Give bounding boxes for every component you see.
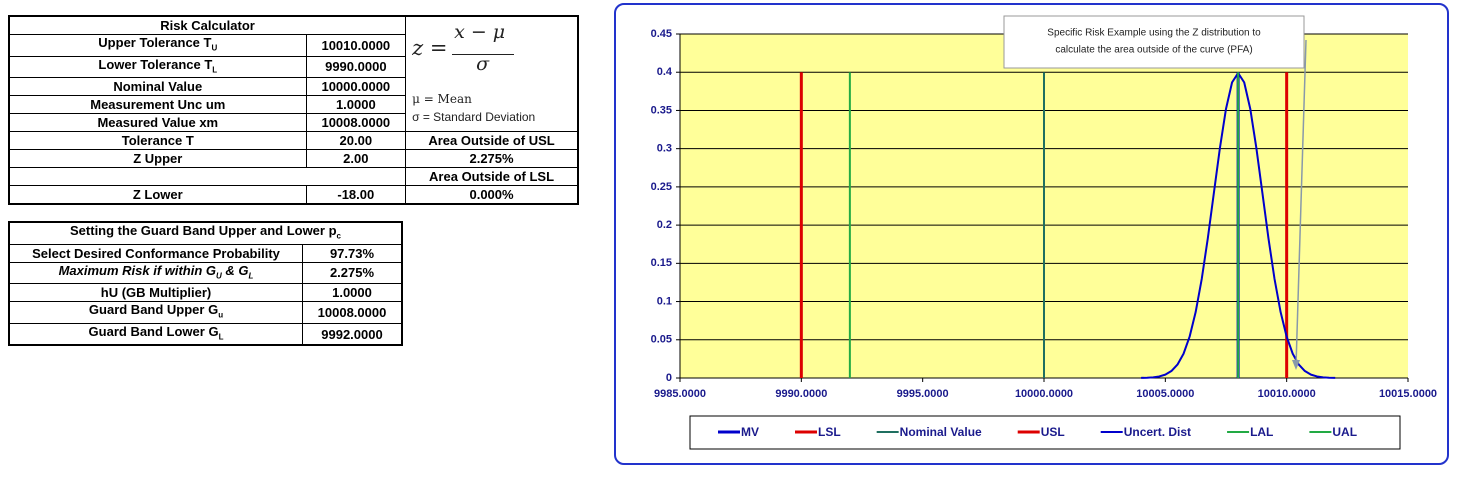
row-label: Measured Value xm (8, 113, 307, 133)
table-title: Setting the Guard Band Upper and Lower p… (8, 221, 403, 245)
label-text: Setting the Guard Band Upper and Lower p (70, 223, 337, 238)
subscript: L (248, 271, 254, 281)
row-label: Guard Band Lower GL (8, 322, 303, 346)
formula-numerator: x − μ (454, 21, 506, 43)
label-text: hU (GB Multiplier) (100, 285, 212, 301)
row: Setting the Guard Band Upper and Lower p… (8, 221, 403, 245)
row: Select Desired Conformance Probability 97… (8, 243, 403, 263)
label-text: Tolerance T (121, 133, 194, 149)
subscript: U (216, 271, 222, 281)
label-text: Guard Band Upper G (88, 302, 219, 318)
row-label: Tolerance T (8, 131, 307, 151)
subscript: L (218, 332, 224, 342)
label-text: Upper Tolerance T (98, 35, 212, 50)
subscript: u (218, 310, 224, 320)
x-tick-label: 10005.0000 (1136, 388, 1194, 400)
label-text: & G (221, 262, 249, 278)
row: Tolerance T 20.00 Area Outside of USL (8, 131, 579, 151)
y-tick-label: 0.2 (657, 219, 672, 231)
row-note: Area Outside of LSL (405, 167, 579, 187)
x-tick-label: 10000.0000 (1015, 388, 1073, 400)
subscript: U (211, 43, 218, 53)
y-tick-label: 0 (666, 372, 672, 384)
label-text: Measured Value xm (97, 115, 219, 131)
y-tick-label: 0.25 (651, 181, 672, 193)
sigma-definition: σ = Standard Deviation (412, 110, 536, 124)
row-note: 0.000% (405, 185, 579, 205)
row: Measured Value xm 10008.0000 (8, 113, 578, 133)
y-tick-label: 0.35 (651, 104, 672, 116)
row-label: Measurement Unc um (8, 95, 307, 115)
row-value: 10008.0000 (305, 113, 407, 133)
subscript: c (336, 231, 341, 241)
row-label: hU (GB Multiplier) (8, 283, 303, 303)
label-text: Maximum Risk if within G (58, 262, 217, 278)
y-tick-label: 0.1 (657, 295, 672, 307)
y-tick-label: 0.45 (651, 28, 672, 40)
row-value: 9992.0000 (302, 322, 403, 346)
legend-label: Uncert. Dist (1124, 425, 1191, 439)
row-value: 1.0000 (302, 283, 403, 303)
row: Lower Tolerance TL 9990.0000 (8, 55, 578, 79)
row-value: 10000.0000 (305, 77, 407, 97)
legend-label: USL (1041, 425, 1065, 439)
y-tick-label: 0.15 (651, 257, 672, 269)
legend-label: LAL (1250, 425, 1273, 439)
legend-label: LSL (818, 425, 841, 439)
annotation-arrow (1295, 39, 1307, 367)
row-value: 9990.0000 (305, 55, 407, 79)
row-value: 2.275% (302, 261, 403, 285)
row-value: 97.73% (302, 243, 403, 263)
annotation-text: Specific Risk Example using the Z distri… (1047, 28, 1261, 39)
fraction-bar (452, 54, 515, 55)
row: Measurement Unc um 1.0000 (8, 95, 578, 115)
row: Upper Tolerance TU 10010.0000 (8, 34, 578, 57)
guard-band-table: Setting the Guard Band Upper and Lower p… (8, 221, 403, 347)
x-tick-label: 10010.0000 (1258, 388, 1316, 400)
legend-label: MV (741, 425, 759, 439)
row: Z Upper 2.00 2.275% (8, 149, 579, 169)
x-tick-label: 9985.0000 (654, 388, 706, 400)
row-value: -18.00 (305, 185, 407, 205)
row: Area Outside of LSL (8, 167, 579, 187)
label-text: Select Desired Conformance Probability (32, 245, 280, 261)
row-label: Z Lower (8, 185, 307, 205)
x-tick-label: 9990.0000 (775, 388, 827, 400)
y-tick-label: 0.3 (657, 143, 672, 155)
row: Guard Band Upper Gu 10008.0000 (8, 301, 403, 324)
label-text: Nominal Value (113, 79, 203, 95)
y-tick-label: 0.05 (651, 334, 672, 346)
y-tick-label: 0.4 (657, 66, 673, 78)
legend-box (689, 415, 1401, 450)
x-tick-label: 9995.0000 (897, 388, 949, 400)
formula-lhs: z = (412, 36, 448, 60)
label-text: Z Upper (133, 151, 183, 167)
annotation-box (1003, 15, 1305, 69)
mu-definition: μ = Mean (412, 92, 472, 106)
row: Z Lower -18.00 0.000% (8, 185, 579, 205)
label-text: Lower Tolerance T (98, 56, 213, 72)
subscript: L (212, 65, 218, 75)
annotation-text: calculate the area outside of the curve … (1055, 45, 1252, 56)
formula-cell: z = x − μ σ μ = Mean σ = Standard Deviation (405, 15, 579, 133)
label-text: Z Lower (132, 187, 183, 203)
arrow-head (1292, 360, 1300, 370)
formula-denominator: σ (476, 53, 490, 75)
row: Nominal Value 10000.0000 (8, 77, 578, 97)
legend-label: Nominal Value (900, 425, 982, 439)
legend-label: UAL (1332, 425, 1357, 439)
label-text: Guard Band Lower G (88, 323, 219, 339)
row-note: Area Outside of USL (405, 131, 579, 151)
x-tick-label: 10015.0000 (1379, 388, 1437, 400)
row: hU (GB Multiplier) 1.0000 (8, 283, 403, 303)
row-value: 1.0000 (305, 95, 407, 115)
row-label: Select Desired Conformance Probability (8, 243, 303, 263)
row: Guard Band Lower GL 9992.0000 (8, 322, 403, 346)
label-text: Measurement Unc um (90, 97, 226, 113)
